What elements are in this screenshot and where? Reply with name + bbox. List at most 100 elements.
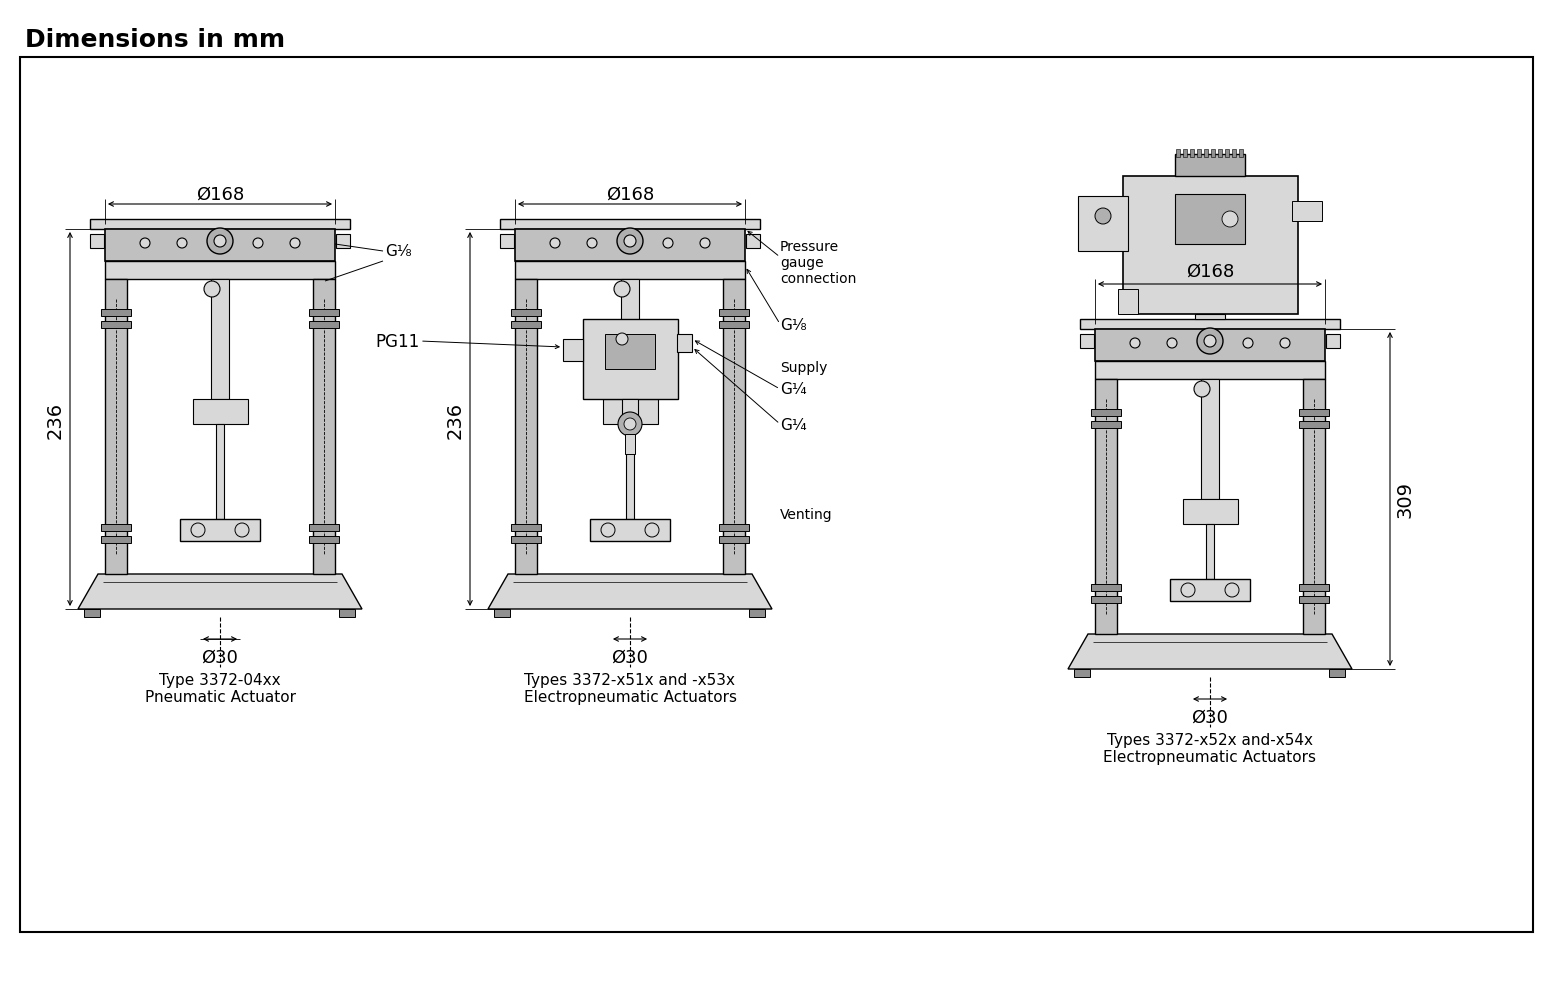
Text: PG11: PG11 <box>376 333 419 351</box>
Circle shape <box>644 524 658 538</box>
Bar <box>1169 580 1250 601</box>
Circle shape <box>613 281 631 297</box>
Text: Pressure
gauge
connection: Pressure gauge connection <box>780 240 856 286</box>
Bar <box>1183 500 1238 525</box>
Bar <box>677 335 693 353</box>
Text: Ø30: Ø30 <box>1191 709 1228 727</box>
Circle shape <box>624 236 637 248</box>
Bar <box>1232 150 1236 158</box>
Bar <box>1176 195 1246 245</box>
Bar <box>1118 289 1138 315</box>
Text: Types 3372-x52x and-x54x
Electropneumatic Actuators: Types 3372-x52x and-x54x Electropneumati… <box>1104 733 1317 764</box>
Text: 236: 236 <box>45 401 65 438</box>
Bar <box>1239 150 1242 158</box>
Bar <box>1218 150 1222 158</box>
Bar <box>719 310 749 317</box>
Bar <box>1292 202 1322 222</box>
Bar <box>590 520 669 542</box>
Circle shape <box>235 524 248 538</box>
Circle shape <box>700 239 710 248</box>
Bar <box>719 525 749 532</box>
Text: G¹⁄₄: G¹⁄₄ <box>780 417 806 432</box>
Bar <box>1298 421 1329 428</box>
Bar <box>724 279 745 575</box>
Bar <box>20 58 1533 932</box>
Bar <box>101 322 130 329</box>
Circle shape <box>177 239 186 248</box>
Bar <box>1183 150 1186 158</box>
Bar <box>339 609 356 617</box>
Bar <box>309 537 339 544</box>
Text: G¹⁄₈: G¹⁄₈ <box>780 317 806 332</box>
Bar <box>623 400 638 419</box>
Circle shape <box>1197 329 1224 355</box>
Bar <box>749 609 766 617</box>
Polygon shape <box>488 575 772 609</box>
Text: Venting: Venting <box>780 508 832 522</box>
Bar <box>211 279 228 400</box>
Text: G¹⁄₄: G¹⁄₄ <box>780 382 806 397</box>
Bar <box>216 424 224 520</box>
Bar <box>719 322 749 329</box>
Bar <box>1197 150 1200 158</box>
Bar <box>606 335 655 370</box>
Bar <box>314 279 335 575</box>
Circle shape <box>140 239 151 248</box>
Circle shape <box>253 239 262 248</box>
Circle shape <box>1225 583 1239 597</box>
Bar <box>1123 177 1298 315</box>
Bar <box>1329 669 1345 677</box>
Bar <box>511 537 540 544</box>
Bar <box>309 525 339 532</box>
Bar <box>84 609 99 617</box>
Circle shape <box>1280 339 1291 349</box>
Bar <box>90 235 104 248</box>
Circle shape <box>290 239 300 248</box>
Bar <box>106 261 335 279</box>
Text: Ø168: Ø168 <box>196 186 244 204</box>
Bar <box>1095 362 1325 380</box>
Text: Ø168: Ø168 <box>606 186 654 204</box>
Circle shape <box>1095 209 1110 225</box>
Bar <box>106 230 335 261</box>
Circle shape <box>601 524 615 538</box>
Bar <box>1176 155 1246 177</box>
Bar <box>603 400 658 424</box>
Circle shape <box>214 236 227 248</box>
Bar <box>1095 380 1117 634</box>
Circle shape <box>203 281 221 297</box>
Bar <box>516 261 745 279</box>
Bar <box>1194 315 1225 320</box>
Circle shape <box>587 239 596 248</box>
Bar <box>516 279 537 575</box>
Text: Types 3372-x51x and -x53x
Electropneumatic Actuators: Types 3372-x51x and -x53x Electropneumat… <box>523 672 736 705</box>
Text: Type 3372-04xx
Pneumatic Actuator: Type 3372-04xx Pneumatic Actuator <box>144 672 295 705</box>
Bar <box>1298 584 1329 591</box>
Bar <box>582 320 679 400</box>
Circle shape <box>1242 339 1253 349</box>
Text: Ø30: Ø30 <box>202 648 239 666</box>
Bar <box>516 230 745 261</box>
Bar <box>1225 150 1228 158</box>
Bar <box>500 235 514 248</box>
Text: Ø168: Ø168 <box>1186 262 1235 280</box>
Bar <box>745 235 759 248</box>
Bar <box>719 537 749 544</box>
Bar <box>1207 525 1214 580</box>
Bar <box>1190 150 1194 158</box>
Bar <box>500 220 759 230</box>
Bar <box>1176 150 1180 158</box>
Bar <box>1303 380 1325 634</box>
Bar <box>1204 150 1208 158</box>
Bar <box>101 310 130 317</box>
Bar <box>309 322 339 329</box>
Circle shape <box>1166 339 1177 349</box>
Bar <box>624 434 635 454</box>
Bar <box>1326 335 1340 349</box>
Circle shape <box>1131 339 1140 349</box>
Bar <box>1079 320 1340 330</box>
Text: 236: 236 <box>446 401 464 438</box>
Bar <box>1095 330 1325 362</box>
Text: G¹⁄₈: G¹⁄₈ <box>385 245 412 259</box>
Bar <box>101 537 130 544</box>
